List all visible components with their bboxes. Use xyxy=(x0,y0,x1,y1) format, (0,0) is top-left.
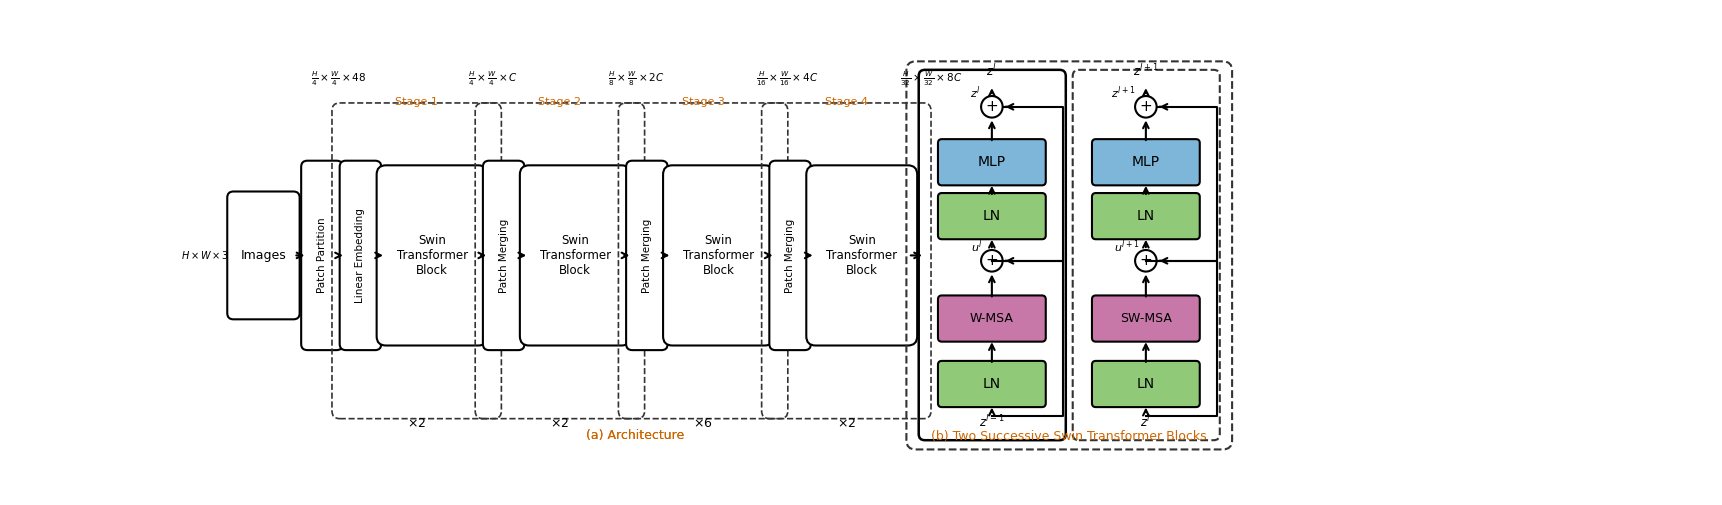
Text: $z^l$: $z^l$ xyxy=(1140,415,1152,430)
Text: $\frac{H}{8}\times\frac{W}{8}\times2C$: $\frac{H}{8}\times\frac{W}{8}\times2C$ xyxy=(608,69,665,87)
Text: +: + xyxy=(1140,99,1152,114)
Text: $z^l$: $z^l$ xyxy=(969,85,980,101)
FancyBboxPatch shape xyxy=(482,161,525,350)
Text: +: + xyxy=(1140,254,1152,268)
Text: Stage 1: Stage 1 xyxy=(396,97,437,107)
Text: $\times6$: $\times6$ xyxy=(694,417,713,430)
FancyBboxPatch shape xyxy=(663,165,773,345)
Text: $u^l$: $u^l$ xyxy=(971,239,982,255)
FancyBboxPatch shape xyxy=(339,161,381,350)
Text: SW-MSA: SW-MSA xyxy=(1119,312,1171,325)
Text: $z^{l-1}$: $z^{l-1}$ xyxy=(980,415,1004,430)
FancyBboxPatch shape xyxy=(627,161,668,350)
Text: $z^{l+1}$: $z^{l+1}$ xyxy=(1133,63,1159,79)
Text: Patch Merging: Patch Merging xyxy=(785,218,796,292)
FancyBboxPatch shape xyxy=(938,139,1045,185)
FancyBboxPatch shape xyxy=(770,161,811,350)
Text: MLP: MLP xyxy=(978,155,1006,169)
Text: Stage 3: Stage 3 xyxy=(682,97,725,107)
Text: Swin
Transformer
Block: Swin Transformer Block xyxy=(539,234,611,277)
Text: MLP: MLP xyxy=(1131,155,1161,169)
Text: $z^{l+1}$: $z^{l+1}$ xyxy=(1111,85,1135,101)
Text: $\times2$: $\times2$ xyxy=(406,417,427,430)
Text: Stage 4: Stage 4 xyxy=(825,97,868,107)
Text: Patch Merging: Patch Merging xyxy=(499,218,508,292)
Text: Swin
Transformer
Block: Swin Transformer Block xyxy=(396,234,468,277)
Text: $\times2$: $\times2$ xyxy=(551,417,570,430)
FancyBboxPatch shape xyxy=(377,165,487,345)
Text: $\frac{H}{32}\times\frac{W}{32}\times8C$: $\frac{H}{32}\times\frac{W}{32}\times8C$ xyxy=(901,69,963,87)
Text: Linear Embedding: Linear Embedding xyxy=(355,208,365,303)
Text: Swin
Transformer
Block: Swin Transformer Block xyxy=(684,234,754,277)
Text: LN: LN xyxy=(983,209,1000,223)
FancyBboxPatch shape xyxy=(938,193,1045,239)
Text: Images: Images xyxy=(241,249,286,262)
FancyBboxPatch shape xyxy=(1092,193,1200,239)
Text: $\times2$: $\times2$ xyxy=(837,417,856,430)
Text: LN: LN xyxy=(1137,377,1155,391)
Text: +: + xyxy=(985,254,999,268)
Text: W-MSA: W-MSA xyxy=(969,312,1014,325)
Text: $\frac{H}{4}\times\frac{W}{4}\times C$: $\frac{H}{4}\times\frac{W}{4}\times C$ xyxy=(468,69,518,87)
Text: $u^{l+1}$: $u^{l+1}$ xyxy=(1114,239,1140,255)
Text: (b) Two Successive Swin Transformer Blocks: (b) Two Successive Swin Transformer Bloc… xyxy=(932,430,1207,443)
Text: Patch Merging: Patch Merging xyxy=(642,218,653,292)
Text: Swin
Transformer
Block: Swin Transformer Block xyxy=(827,234,897,277)
Text: (a) Architecture: (a) Architecture xyxy=(585,429,684,442)
Text: $\frac{H}{4}\times\frac{W}{4}\times48$: $\frac{H}{4}\times\frac{W}{4}\times48$ xyxy=(310,69,365,87)
Text: +: + xyxy=(985,99,999,114)
Text: Stage 2: Stage 2 xyxy=(539,97,582,107)
Text: (a) Architecture: (a) Architecture xyxy=(585,429,684,442)
Text: Patch Partition: Patch Partition xyxy=(317,218,327,293)
FancyBboxPatch shape xyxy=(1092,139,1200,185)
FancyBboxPatch shape xyxy=(227,191,300,319)
Text: LN: LN xyxy=(983,377,1000,391)
FancyBboxPatch shape xyxy=(1092,361,1200,407)
FancyBboxPatch shape xyxy=(806,165,918,345)
FancyBboxPatch shape xyxy=(938,295,1045,342)
Text: $z^l$: $z^l$ xyxy=(987,63,997,79)
FancyBboxPatch shape xyxy=(520,165,630,345)
FancyBboxPatch shape xyxy=(1092,295,1200,342)
Text: $H\times W\times3$: $H\times W\times3$ xyxy=(181,249,229,262)
FancyBboxPatch shape xyxy=(301,161,343,350)
Text: LN: LN xyxy=(1137,209,1155,223)
Text: $\frac{H}{16}\times\frac{W}{16}\times4C$: $\frac{H}{16}\times\frac{W}{16}\times4C$ xyxy=(756,69,818,87)
FancyBboxPatch shape xyxy=(938,361,1045,407)
